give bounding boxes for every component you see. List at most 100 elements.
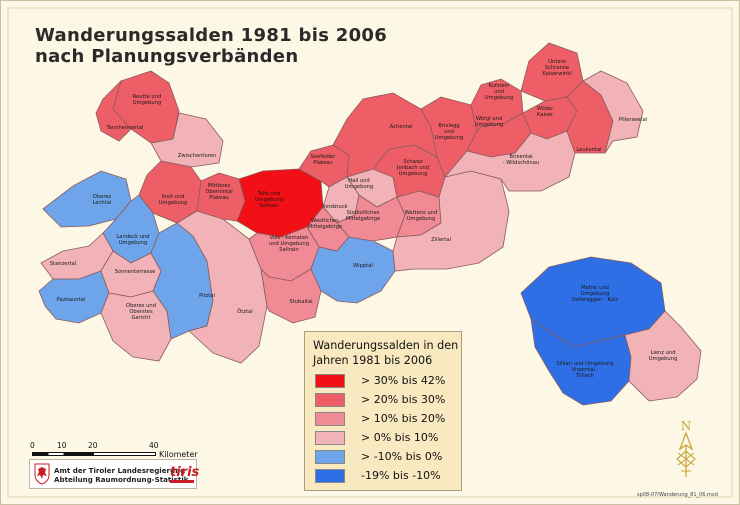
region-label: Hall und Umgebung bbox=[345, 178, 374, 190]
region-label: Ötztal bbox=[237, 308, 253, 315]
legend-label: > 20% bis 30% bbox=[361, 393, 446, 406]
region-label: Vols - Kematen und Umgebung Sellrain bbox=[269, 235, 309, 253]
map-region bbox=[260, 267, 322, 324]
region-label: Wörgl und Umgebung bbox=[475, 116, 504, 128]
region-label: Oberes Lechtal bbox=[93, 194, 112, 206]
region-label-line: Umgebung bbox=[119, 240, 148, 246]
region-label-line: Lienz und bbox=[650, 350, 675, 356]
region-label-line: Mittleres bbox=[208, 183, 231, 189]
region-label-line: Sellrain bbox=[259, 203, 278, 209]
region-label-line: Schranne bbox=[545, 65, 570, 71]
scale-tick-label: 10 bbox=[57, 441, 67, 450]
legend-label: > -10% bis 0% bbox=[361, 450, 443, 463]
legend: Wanderungssalden in den Jahren 1981 bis … bbox=[304, 331, 462, 491]
legend-label: -19% bis -10% bbox=[361, 469, 441, 482]
legend-swatch bbox=[315, 412, 345, 426]
map-region bbox=[176, 210, 268, 364]
legend-swatch bbox=[315, 431, 345, 445]
region-label-line: Oberes und bbox=[126, 303, 156, 309]
map-region bbox=[95, 79, 132, 142]
region-label-line: Zillertal bbox=[431, 237, 451, 243]
region-label: Sillian und Umgebung Virgental -Tilliach bbox=[556, 361, 613, 379]
legend-label: > 30% bis 42% bbox=[361, 374, 446, 387]
region-label: Leukental bbox=[576, 147, 601, 153]
legend-title: Wanderungssalden in den Jahren 1981 bis … bbox=[313, 338, 458, 368]
region-label-line: Jenbach und bbox=[396, 165, 429, 171]
region-label: Untere Schranne Kaiserwinkl bbox=[542, 59, 571, 77]
legend-label: > 10% bis 20% bbox=[361, 412, 446, 425]
region-label-line: und Umgebung bbox=[269, 241, 309, 247]
scale-unit: Kilometer bbox=[159, 450, 198, 459]
region-label: Reutte und Umgebung bbox=[133, 94, 162, 106]
region-label-line: Umgebung bbox=[159, 200, 188, 206]
region-label: Zwischentoren bbox=[178, 153, 216, 159]
region-label-line: Westliches bbox=[311, 218, 339, 224]
region-label: Stubaital bbox=[289, 299, 312, 305]
scale-bar: 0 10 20 40 Kilometer bbox=[28, 441, 228, 471]
region-label-layer: Reutte und UmgebungTannheimertalZwischent… bbox=[50, 59, 678, 379]
scale-bar-graphic bbox=[32, 452, 156, 456]
region-label-line: und bbox=[444, 129, 454, 135]
region-label-line: Stubaital bbox=[289, 299, 312, 305]
region-label: Seefelder Plateau bbox=[311, 154, 337, 166]
region-label-line: Umgebung bbox=[255, 197, 284, 203]
region-label-line: Sellrain bbox=[279, 247, 298, 253]
legend-swatch bbox=[315, 469, 345, 483]
map-region bbox=[100, 290, 172, 362]
tiris-logo-underline bbox=[170, 480, 194, 483]
region-label-line: Telfs und bbox=[257, 191, 281, 197]
region-label-line: Pitztal bbox=[199, 293, 215, 299]
region-label: Landeck und Umgebung bbox=[116, 234, 149, 246]
map-region bbox=[443, 130, 576, 192]
region-label-line: Matrei und bbox=[581, 285, 609, 291]
map-title-line1: Wanderungssalden 1981 bis 2006 bbox=[35, 25, 388, 46]
region-label: Imst und Umgebung bbox=[159, 194, 188, 206]
region-label: Telfs und Umgebung Sellrain bbox=[255, 191, 284, 209]
region-label: Pillerseetal bbox=[619, 117, 647, 123]
region-label-line: Plateau bbox=[313, 160, 332, 166]
region-label-line: Tannheimertal bbox=[105, 125, 143, 131]
north-arrow-icon: N bbox=[676, 419, 696, 477]
legend-swatch bbox=[315, 393, 345, 407]
region-label: Lienz und Umgebung bbox=[649, 350, 678, 362]
region-label-line: Reutte und bbox=[133, 94, 162, 100]
region-label-line: Achental bbox=[390, 124, 413, 130]
institution-department: Abteilung Raumordnung-Statistik bbox=[54, 475, 189, 484]
region-label-line: Seefelder bbox=[311, 154, 337, 160]
region-label-line: Mittelgebirge bbox=[308, 224, 342, 230]
legend-title-line1: Wanderungssalden in den bbox=[313, 339, 459, 352]
institution-box: Amt der Tiroler Landesregierung Abteilun… bbox=[29, 459, 199, 489]
region-label: Wilder Kaiser bbox=[537, 106, 554, 118]
region-label-line: Imst und bbox=[162, 194, 185, 200]
region-label-line: Kaiser bbox=[537, 112, 554, 118]
tyrol-crest-icon bbox=[34, 463, 50, 485]
region-label-line: Defereggen - Kals bbox=[572, 297, 619, 303]
region-label-line: Umgebung bbox=[581, 291, 610, 297]
region-label-line: Paznauntal bbox=[57, 297, 86, 303]
region-label: Tannheimertal bbox=[105, 125, 143, 131]
region-label: Oberes und Oberstes Gericht bbox=[126, 303, 156, 321]
region-label-line: Wipptal bbox=[353, 263, 373, 269]
legend-swatch bbox=[315, 374, 345, 388]
region-label-line: Schwaz bbox=[403, 159, 423, 165]
region-label: Südöstliches Mittelgebirge bbox=[346, 210, 380, 222]
region-label-line: Vols - Kematen bbox=[270, 235, 309, 241]
region-label-line: Umgebung bbox=[475, 122, 504, 128]
region-layer bbox=[38, 42, 702, 406]
region-label: Kufstein und Umgebung bbox=[485, 83, 514, 101]
region-label: Brixlegg und Umgebung bbox=[435, 123, 464, 141]
region-label-line: Umgebung bbox=[399, 171, 428, 177]
region-label: Paznauntal bbox=[57, 297, 86, 303]
region-label-line: Mittelgebirge bbox=[346, 216, 380, 222]
region-label-line: Oberes bbox=[93, 194, 112, 200]
legend-swatch bbox=[315, 450, 345, 464]
scale-tick-label: 40 bbox=[149, 441, 159, 450]
file-code: sp08-07/Wanderung_81_06.mxd bbox=[637, 492, 718, 498]
region-label-line: Kufstein bbox=[489, 83, 510, 89]
region-label: Westliches Mittelgebirge bbox=[308, 218, 342, 230]
region-label-line: Innsbruck bbox=[322, 204, 347, 210]
legend-label: > 0% bis 10% bbox=[361, 431, 439, 444]
legend-title-line2: Jahren 1981 bis 2006 bbox=[313, 354, 433, 367]
